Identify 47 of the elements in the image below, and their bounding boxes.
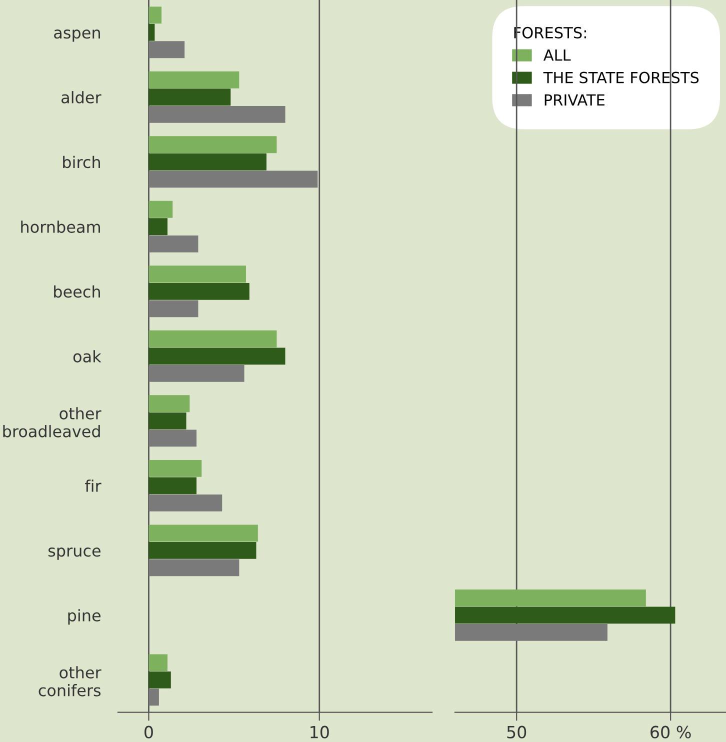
- bar: [148, 430, 196, 447]
- y-tick-label: hornbeam: [21, 220, 100, 233]
- bar: [148, 330, 277, 348]
- y-tick-label: fir: [85, 480, 102, 492]
- bar: [148, 235, 198, 252]
- bar: [148, 494, 222, 512]
- y-tick-label: oak: [73, 350, 102, 362]
- y-tick-label: other conifers: [38, 666, 102, 696]
- bar: [148, 395, 190, 412]
- y-tick-label: aspen: [54, 30, 100, 42]
- y-tick-label: birch: [63, 156, 100, 168]
- bar: [148, 412, 186, 430]
- bar: [148, 71, 240, 88]
- bar: [148, 300, 198, 318]
- bar: [148, 524, 258, 542]
- bar: [148, 170, 318, 188]
- bar: [148, 41, 185, 58]
- bar: [148, 348, 286, 365]
- bar: [148, 282, 250, 300]
- bar: [148, 218, 168, 236]
- bar: [148, 266, 246, 283]
- bar: [148, 200, 173, 218]
- bar: [148, 460, 202, 477]
- x-tick-label: 60 %: [650, 726, 691, 738]
- bar: [148, 542, 256, 559]
- legend-label: PRIVATE: [544, 94, 604, 106]
- bar: [148, 24, 155, 41]
- bar: [148, 477, 196, 494]
- bar: [148, 559, 240, 576]
- x-tick-label: 0: [144, 726, 153, 738]
- bar: [148, 654, 168, 672]
- bar: [148, 671, 171, 688]
- bar: [148, 136, 277, 154]
- bar: [148, 88, 231, 106]
- bar: [148, 688, 159, 706]
- legend-label: ALL: [543, 50, 571, 61]
- bar: [148, 364, 244, 382]
- bar: [148, 6, 162, 24]
- y-tick-label: alder: [62, 91, 102, 104]
- y-tick-label: spruce: [48, 548, 100, 560]
- y-tick-label: beech: [54, 285, 100, 298]
- x-tick-label: 10: [310, 726, 329, 738]
- bar: [148, 153, 266, 170]
- y-tick-label: pine: [68, 609, 100, 625]
- y-tick-label: other broadleaved: [3, 407, 102, 438]
- bar: [148, 106, 286, 123]
- x-tick-label: 50: [507, 726, 526, 738]
